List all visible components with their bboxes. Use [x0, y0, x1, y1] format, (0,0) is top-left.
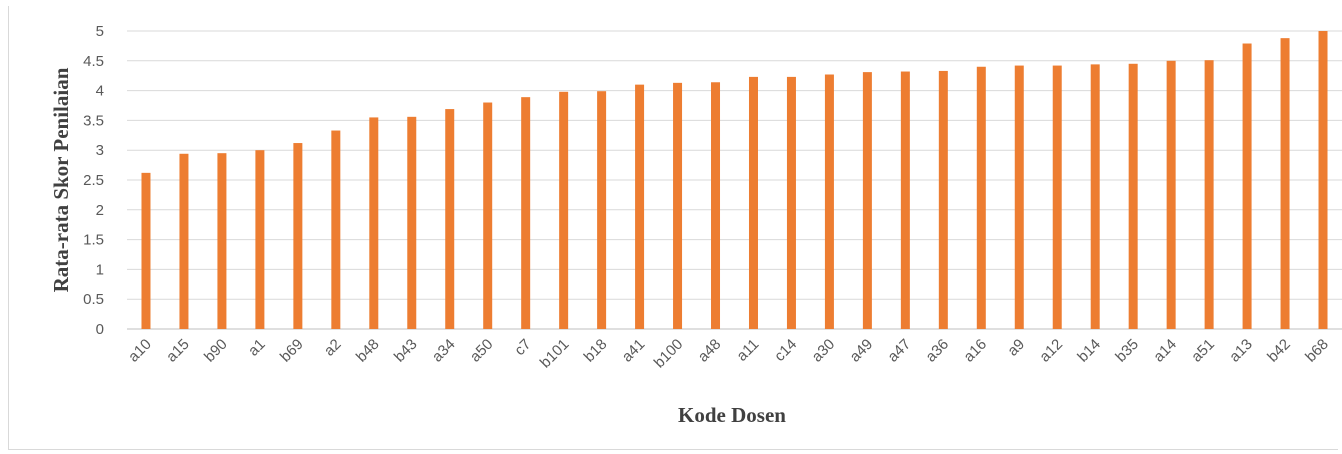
bar-a2: [331, 130, 341, 329]
bar-a9: [1014, 65, 1024, 330]
x-tick-label-a34: a34: [429, 336, 459, 366]
bar-b101: [559, 91, 569, 330]
x-tick-label-a11: a11: [733, 336, 762, 365]
x-tick-label-b48: b48: [353, 336, 383, 366]
bar-a36: [938, 70, 948, 329]
bar-b35: [1128, 63, 1138, 329]
bar-a10: [141, 172, 151, 329]
x-tick-label-b35: b35: [1112, 336, 1142, 366]
bar-c7: [521, 97, 531, 329]
x-tick-label-b18: b18: [581, 336, 611, 366]
bar-a12: [1052, 65, 1062, 330]
x-tick-label-b69: b69: [277, 336, 307, 366]
x-tick-label-a49: a49: [846, 336, 876, 366]
bar-b43: [407, 116, 417, 329]
x-tick-label-a16: a16: [960, 336, 990, 366]
bar-b69: [293, 143, 303, 329]
y-tick-label: 1.5: [83, 232, 104, 249]
y-tick-label: 0: [96, 321, 104, 338]
bar-c14: [786, 76, 796, 329]
x-axis-tick-labels: a10 a15 b90 a1 b69 a2 b48 b43 a34 a50 c7 b101 b18 a41…: [125, 336, 1332, 372]
x-tick-label-a15: a15: [163, 336, 193, 366]
bar-a34: [445, 109, 455, 330]
bar-a41: [635, 84, 645, 329]
x-tick-label-a51: a51: [1188, 336, 1218, 366]
x-tick-label-a36: a36: [922, 336, 952, 366]
bar-a11: [748, 76, 758, 329]
x-tick-label-a50: a50: [467, 336, 497, 366]
y-tick-label: 3.5: [83, 112, 104, 129]
bar-b18: [597, 91, 607, 329]
bar-b68: [1318, 31, 1328, 329]
x-tick-label-b90: b90: [201, 336, 231, 366]
bar-a1: [255, 150, 265, 329]
x-tick-label-a9: a9: [1004, 336, 1028, 360]
gridlines: [127, 30, 1342, 330]
y-tick-label: 0.5: [83, 291, 104, 308]
bar-a30: [824, 74, 834, 330]
x-tick-label-b14: b14: [1074, 336, 1104, 366]
x-tick-label-a47: a47: [884, 336, 914, 366]
x-tick-label-b100: b100: [651, 336, 687, 372]
y-tick-label: 3: [96, 142, 104, 159]
bar-a48: [711, 82, 721, 329]
y-tick-label: 2: [96, 202, 104, 219]
x-tick-label-b101: b101: [537, 336, 573, 372]
y-tick-label: 5: [96, 23, 104, 40]
x-tick-label-a14: a14: [1150, 336, 1180, 366]
x-axis-title: Kode Dosen: [678, 403, 786, 427]
bar-b90: [217, 153, 227, 329]
y-tick-label: 4.5: [83, 53, 104, 70]
y-tick-label: 2.5: [83, 172, 104, 189]
bar-b14: [1090, 64, 1100, 329]
x-tick-label-a10: a10: [125, 336, 155, 366]
bar-a47: [900, 71, 910, 329]
y-axis-title: Rata-rata Skor Penilaian: [49, 67, 73, 292]
x-tick-label-c14: c14: [771, 336, 800, 365]
x-tick-label-a12: a12: [1036, 336, 1066, 366]
x-tick-label-a1: a1: [245, 336, 269, 360]
x-tick-label-a48: a48: [695, 336, 725, 366]
bar-a14: [1166, 60, 1176, 330]
x-tick-label-a2: a2: [321, 336, 345, 360]
x-tick-label-a41: a41: [619, 336, 649, 366]
y-axis-tick-labels: 0 0.5 1 1.5 2 2.5 3 3.5 4 4.5 5: [83, 23, 104, 338]
bar-a16: [976, 66, 986, 329]
bars: [141, 31, 1328, 330]
bar-a50: [483, 102, 493, 330]
bar-b48: [369, 117, 379, 329]
bar-a13: [1242, 43, 1252, 330]
y-tick-label: 1: [96, 261, 104, 278]
bar-a15: [179, 153, 189, 329]
chart-frame: [8, 6, 1338, 450]
x-tick-label-b68: b68: [1302, 336, 1332, 366]
x-tick-label-b43: b43: [391, 336, 421, 366]
bar-a49: [862, 72, 872, 330]
x-tick-label-b42: b42: [1264, 336, 1294, 366]
x-tick-label-a30: a30: [809, 336, 839, 366]
bar-b100: [673, 82, 683, 330]
y-tick-label: 4: [96, 83, 104, 100]
x-tick-label-a13: a13: [1226, 336, 1256, 366]
x-tick-label-c7: c7: [511, 336, 534, 359]
bar-b42: [1280, 38, 1290, 329]
bar-a51: [1204, 60, 1214, 329]
